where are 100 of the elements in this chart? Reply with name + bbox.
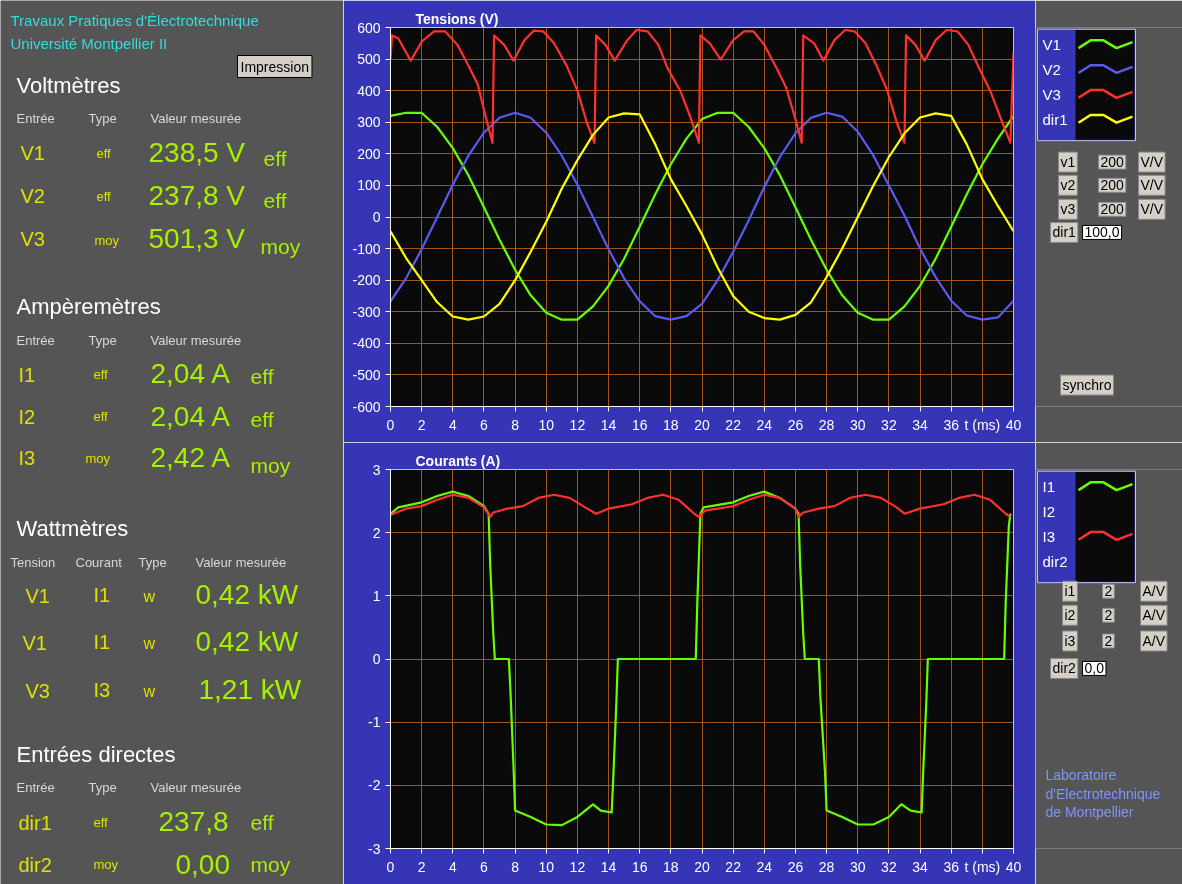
text: Type: [88, 780, 117, 795]
text: Courant: [75, 555, 123, 570]
legend-label: I1: [1042, 478, 1056, 496]
text: 237,8: [158, 806, 229, 837]
text: I1: [93, 583, 111, 606]
text: synchro: [1062, 377, 1112, 394]
x-tick-label: 36: [943, 858, 960, 875]
x-tick-label: 22: [725, 416, 742, 433]
text: i2: [1064, 607, 1076, 624]
x-tick-label: 0: [386, 416, 395, 433]
x-tick-label: 30: [849, 858, 866, 875]
text: eff: [250, 365, 274, 388]
x-tick-label: 10: [538, 858, 555, 875]
x-tick-label: 6: [480, 416, 489, 433]
text: 100,0: [1084, 224, 1120, 241]
text: moy: [94, 233, 120, 248]
text: Voltmètres: [16, 73, 121, 98]
legend-label: I3: [1042, 527, 1056, 545]
x-tick-label: 2: [417, 858, 426, 875]
text: 2: [1104, 607, 1113, 624]
text: w: [142, 588, 156, 605]
y-tick-label: 100: [357, 177, 381, 194]
x-tick-label: 24: [756, 416, 773, 433]
x-tick-label: 20: [694, 416, 710, 433]
text: Entrée: [16, 780, 55, 795]
x-tick-label: 4: [448, 858, 457, 875]
text: V3: [25, 679, 50, 702]
legend-label: V3: [1042, 85, 1061, 103]
x-axis-title: t (ms): [964, 858, 1001, 875]
text: 2: [1104, 583, 1113, 600]
y-tick-label: 1: [372, 587, 381, 604]
text: 0,0: [1084, 660, 1105, 677]
legend-label: dir1: [1042, 110, 1068, 128]
text: Impression: [240, 58, 309, 75]
x-axis-title: t (ms): [964, 416, 1001, 433]
x-tick-label: 4: [448, 416, 457, 433]
text: w: [142, 635, 156, 652]
text: Entrées directes: [16, 742, 176, 767]
y-tick-label: 3: [372, 461, 381, 478]
y-tick-label: -600: [352, 398, 381, 415]
text: 0,42 kW: [195, 579, 299, 610]
x-tick-label: 8: [511, 416, 520, 433]
text: V/V: [1140, 177, 1164, 194]
text: I1: [18, 363, 36, 386]
x-tick-label: 14: [600, 416, 617, 433]
x-tick-label: 40: [1005, 416, 1022, 433]
text: i3: [1064, 632, 1076, 649]
x-tick-label: 34: [912, 416, 929, 433]
text: dir1: [1052, 224, 1077, 241]
x-tick-label: 0: [386, 858, 395, 875]
text: v3: [1060, 201, 1076, 218]
text: eff: [93, 409, 109, 424]
y-tick-label: 400: [357, 82, 381, 99]
text: moy: [250, 454, 291, 477]
x-tick-label: 32: [881, 858, 897, 875]
x-tick-label: 34: [912, 858, 929, 875]
y-tick-label: 0: [372, 209, 381, 225]
text: V2: [20, 184, 45, 207]
text: Valeur mesurée: [150, 111, 242, 126]
text: 200: [1100, 154, 1125, 171]
text: eff: [250, 408, 274, 431]
text: V/V: [1140, 154, 1164, 171]
text: 1,21 kW: [198, 674, 302, 705]
x-tick-label: 12: [569, 416, 586, 433]
text: V1: [25, 584, 50, 607]
text: eff: [263, 189, 287, 212]
y-tick-label: 0: [372, 651, 381, 667]
text: eff: [93, 367, 109, 382]
text: eff: [96, 146, 112, 161]
text: 200: [1100, 177, 1125, 194]
x-tick-label: 6: [480, 858, 489, 875]
y-tick-label: 500: [357, 51, 381, 68]
y-tick-label: -500: [352, 366, 381, 383]
text: dir2: [18, 853, 52, 876]
x-tick-label: 20: [694, 858, 710, 875]
text: Laboratoire: [1045, 766, 1117, 783]
y-tick-label: -200: [352, 272, 381, 289]
text: moy: [93, 857, 119, 872]
y-tick-label: -1: [368, 714, 381, 731]
line-series: [390, 493, 1012, 518]
text: A/V: [1142, 632, 1166, 649]
x-tick-label: 26: [787, 858, 804, 875]
x-tick-label: 16: [631, 416, 648, 433]
x-tick-label: 18: [663, 416, 679, 433]
x-tick-label: 8: [511, 858, 520, 875]
text: Valeur mesurée: [150, 780, 242, 795]
y-tick-label: 600: [357, 19, 381, 36]
text: Valeur mesurée: [150, 333, 242, 348]
text: moy: [260, 235, 301, 258]
text: Valeur mesurée: [195, 555, 287, 570]
text: V1: [22, 631, 47, 654]
text: 237,8 V: [148, 180, 246, 211]
text: Type: [88, 111, 117, 126]
text: Ampèremètres: [16, 294, 161, 319]
x-tick-label: 26: [787, 416, 804, 433]
text: v1: [1060, 154, 1076, 171]
y-tick-label: -2: [368, 777, 381, 794]
text: moy: [85, 451, 111, 466]
x-tick-label: 30: [849, 416, 866, 433]
text: d'Electrotechnique: [1045, 785, 1161, 802]
